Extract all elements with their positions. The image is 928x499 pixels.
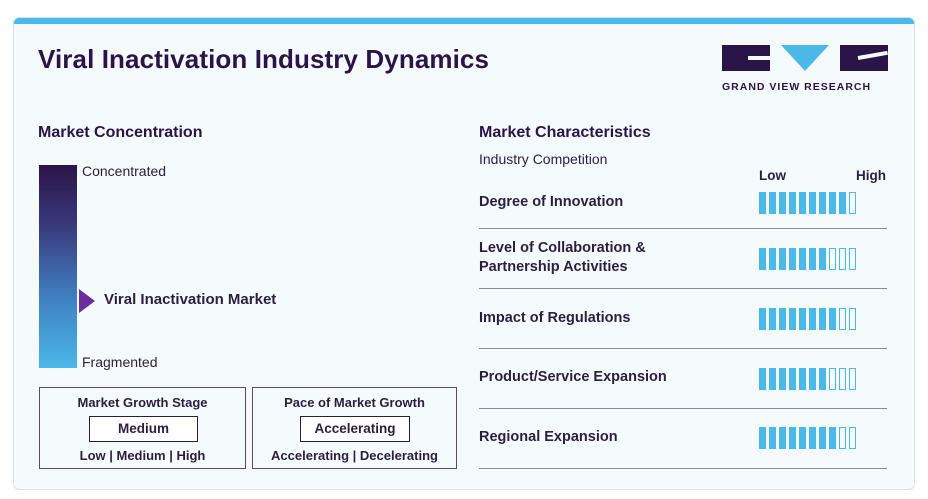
concentration-gradient-bar xyxy=(39,165,77,368)
scale-low-label: Low xyxy=(759,168,786,183)
market-position-marker-icon xyxy=(79,289,95,313)
rating-tick-filled xyxy=(779,427,786,449)
characteristic-label: Regional Expansion xyxy=(479,429,618,445)
rating-tick-filled xyxy=(789,427,796,449)
rating-tick-empty xyxy=(849,368,856,390)
rating-tick-filled xyxy=(819,427,826,449)
rating-tick-empty xyxy=(849,248,856,270)
characteristic-rating xyxy=(759,308,856,330)
rating-tick-empty xyxy=(839,308,846,330)
rating-tick-filled xyxy=(779,192,786,214)
rating-tick-filled xyxy=(819,308,826,330)
characteristic-rating xyxy=(759,248,856,270)
rating-tick-filled xyxy=(839,192,846,214)
rating-tick-filled xyxy=(809,368,816,390)
characteristic-rating xyxy=(759,192,856,214)
market-position-label: Viral Inactivation Market xyxy=(104,291,277,308)
rating-tick-filled xyxy=(759,368,766,390)
rating-tick-filled xyxy=(789,368,796,390)
logo-block-right xyxy=(840,45,888,71)
rating-tick-empty xyxy=(839,368,846,390)
rating-tick-filled xyxy=(769,368,776,390)
rating-tick-filled xyxy=(809,427,816,449)
growth-pace-box: Pace of Market Growth Accelerating Accel… xyxy=(252,387,457,469)
growth-stage-box: Market Growth Stage Medium Low | Medium … xyxy=(39,387,246,469)
scale-high-label: High xyxy=(856,168,886,183)
rating-tick-filled xyxy=(799,308,806,330)
characteristic-label: Impact of Regulations xyxy=(479,310,631,326)
growth-pace-options: Accelerating | Decelerating xyxy=(271,448,438,463)
concentrated-label: Concentrated xyxy=(82,163,167,179)
rating-tick-filled xyxy=(759,427,766,449)
rating-tick-filled xyxy=(759,248,766,270)
growth-pace-value: Accelerating xyxy=(300,416,410,442)
growth-pace-title: Pace of Market Growth xyxy=(284,395,425,410)
grand-view-research-logo: GRAND VIEW RESEARCH xyxy=(722,45,892,95)
rating-tick-filled xyxy=(819,192,826,214)
row-divider xyxy=(479,228,887,229)
card-accent-bar xyxy=(14,18,914,24)
fragmented-label: Fragmented xyxy=(82,354,158,370)
rating-tick-filled xyxy=(829,427,836,449)
page-title: Viral Inactivation Industry Dynamics xyxy=(38,44,490,74)
growth-stage-options: Low | Medium | High xyxy=(79,448,206,463)
rating-tick-empty xyxy=(829,368,836,390)
rating-tick-filled xyxy=(809,192,816,214)
rating-tick-filled xyxy=(799,192,806,214)
growth-stage-title: Market Growth Stage xyxy=(77,395,208,410)
logo-triangle xyxy=(781,45,829,71)
rating-tick-filled xyxy=(829,308,836,330)
rating-tick-filled xyxy=(759,192,766,214)
rating-tick-filled xyxy=(819,368,826,390)
rating-tick-filled xyxy=(789,308,796,330)
rating-tick-filled xyxy=(779,308,786,330)
logo-text: GRAND VIEW RESEARCH xyxy=(722,81,872,93)
rating-tick-empty xyxy=(849,192,856,214)
row-divider xyxy=(479,468,887,469)
growth-stage-value: Medium xyxy=(89,416,198,442)
rating-tick-filled xyxy=(789,248,796,270)
rating-tick-empty xyxy=(839,427,846,449)
row-divider xyxy=(479,348,887,349)
characteristic-label: Level of Collaboration & Partnership Act… xyxy=(479,240,646,275)
rating-tick-filled xyxy=(829,192,836,214)
rating-tick-filled xyxy=(799,368,806,390)
rating-tick-filled xyxy=(779,248,786,270)
rating-tick-filled xyxy=(819,248,826,270)
rating-tick-filled xyxy=(809,248,816,270)
characteristics-subtitle: Industry Competition xyxy=(479,151,608,167)
rating-tick-filled xyxy=(769,308,776,330)
rating-tick-filled xyxy=(769,427,776,449)
concentration-title: Market Concentration xyxy=(38,124,203,141)
rating-tick-filled xyxy=(799,427,806,449)
row-divider xyxy=(479,288,887,289)
rating-tick-filled xyxy=(769,248,776,270)
rating-tick-empty xyxy=(839,248,846,270)
dynamics-card: Viral Inactivation Industry Dynamics GRA… xyxy=(13,17,915,490)
rating-tick-empty xyxy=(829,248,836,270)
rating-tick-empty xyxy=(849,308,856,330)
row-divider xyxy=(479,408,887,409)
rating-tick-filled xyxy=(759,308,766,330)
characteristic-rating xyxy=(759,427,856,449)
rating-tick-filled xyxy=(789,192,796,214)
rating-tick-filled xyxy=(809,308,816,330)
rating-tick-filled xyxy=(799,248,806,270)
logo-block-left xyxy=(722,45,770,71)
characteristics-title: Market Characteristics xyxy=(479,124,651,141)
characteristic-label: Product/Service Expansion xyxy=(479,369,667,385)
rating-tick-filled xyxy=(779,368,786,390)
characteristic-rating xyxy=(759,368,856,390)
rating-tick-filled xyxy=(769,192,776,214)
rating-tick-empty xyxy=(849,427,856,449)
characteristic-label: Degree of Innovation xyxy=(479,194,624,210)
